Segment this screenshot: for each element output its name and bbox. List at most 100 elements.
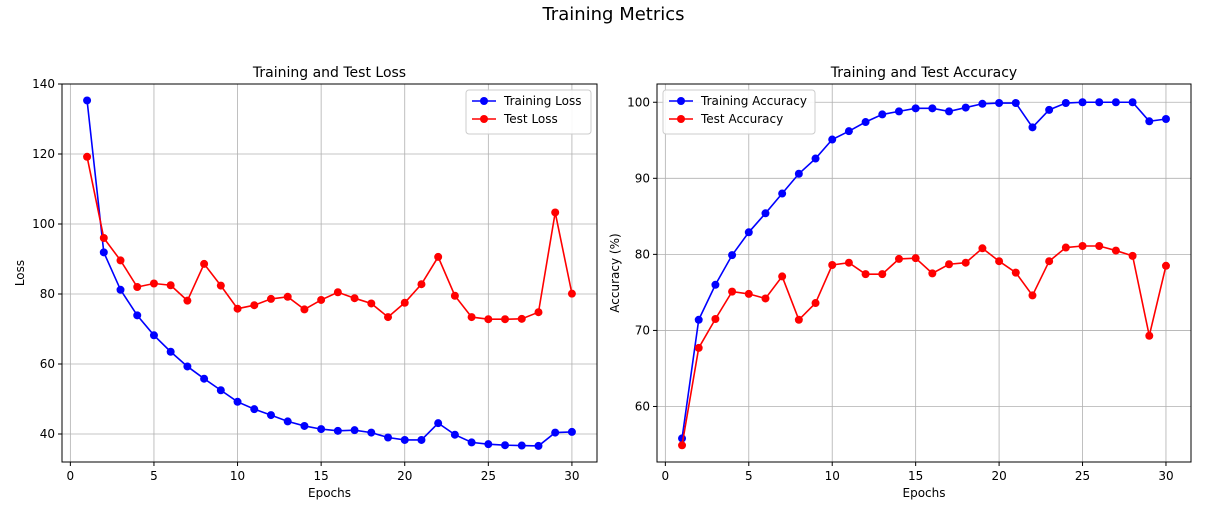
data-point (183, 362, 192, 371)
x-tick-label: 20 (397, 469, 412, 483)
plot-frame (656, 83, 1192, 463)
data-point (1028, 291, 1037, 300)
data-point (744, 228, 753, 237)
data-point (567, 289, 576, 298)
legend-marker (480, 115, 488, 123)
y-tick-label: 60 (635, 399, 650, 413)
data-point (978, 99, 987, 108)
data-point (467, 313, 476, 322)
data-point (961, 258, 970, 267)
x-axis-label: Epochs (308, 486, 351, 500)
figure-title: Training Metrics (542, 4, 685, 25)
data-point (811, 154, 820, 163)
data-point (250, 405, 259, 414)
data-point (1111, 246, 1120, 255)
data-point (978, 244, 987, 253)
data-point (761, 294, 770, 303)
series-line (681, 101, 1167, 439)
data-point (350, 426, 359, 435)
data-point (534, 441, 543, 450)
data-point (266, 294, 275, 303)
data-point (828, 135, 837, 144)
series-training (678, 98, 1170, 443)
data-point (534, 308, 543, 317)
data-point (83, 152, 92, 161)
data-point (1161, 114, 1170, 123)
data-point (434, 419, 443, 428)
y-axis-label: Accuracy (%) (608, 233, 622, 312)
series-line (86, 100, 572, 447)
x-tick-label: 0 (67, 469, 75, 483)
data-point (450, 430, 459, 439)
data-point (1078, 242, 1087, 250)
data-point (1111, 98, 1120, 107)
data-point (1095, 98, 1104, 107)
data-point (861, 270, 870, 279)
data-point (501, 441, 510, 450)
data-point (434, 252, 443, 261)
y-tick-label: 100 (32, 217, 55, 231)
data-point (266, 411, 275, 420)
legend-label: Training Loss (503, 94, 581, 108)
data-point (501, 315, 510, 324)
data-point (250, 301, 259, 310)
data-point (484, 315, 493, 324)
data-point (1045, 257, 1054, 266)
data-point (116, 285, 125, 294)
data-point (1145, 331, 1154, 340)
data-point (1128, 98, 1137, 107)
data-point (678, 441, 687, 450)
chart-panel-2: 0 5 10 15 20 25 30 60 70 80 90 100 Training and Test… (608, 65, 1192, 500)
x-tick-label: 15 (314, 469, 329, 483)
data-point (200, 374, 209, 383)
data-point (317, 295, 326, 304)
data-point (928, 104, 937, 113)
data-point (367, 299, 376, 308)
series-training (83, 96, 576, 450)
data-point (417, 435, 426, 444)
data-point (1011, 99, 1020, 108)
y-tick-label: 140 (32, 77, 55, 91)
data-point (400, 435, 409, 444)
data-point (744, 289, 753, 298)
x-tick-label: 25 (481, 469, 496, 483)
data-point (778, 189, 787, 198)
data-point (945, 260, 954, 269)
data-point (878, 270, 887, 279)
x-tick-label: 5 (745, 469, 753, 483)
legend: Training Accuracy Test Accuracy (662, 89, 816, 135)
data-point (99, 248, 108, 257)
data-point (333, 288, 342, 297)
data-point (283, 417, 292, 426)
data-point (384, 433, 393, 442)
data-point (1028, 123, 1037, 132)
data-point (300, 305, 309, 314)
data-point (200, 259, 209, 268)
x-tick-label: 10 (230, 469, 245, 483)
data-point (283, 292, 292, 301)
data-point (1011, 268, 1020, 277)
data-point (517, 314, 526, 323)
data-point (367, 428, 376, 437)
data-point (484, 440, 493, 449)
data-point (166, 281, 175, 290)
data-point (894, 107, 903, 116)
data-point (133, 283, 142, 291)
data-point (811, 299, 820, 308)
data-point (945, 107, 954, 116)
data-point (728, 287, 737, 296)
chart-panel-1: 0 5 10 15 20 25 30 40 60 80 100 120 140 Training and … (13, 65, 598, 500)
data-point (1161, 261, 1170, 270)
data-point (911, 104, 920, 113)
legend-box (465, 89, 592, 135)
y-tick-label: 80 (40, 287, 55, 301)
data-point (233, 304, 242, 313)
data-point (861, 118, 870, 127)
plot-frame (61, 83, 598, 463)
data-point (384, 313, 393, 322)
y-tick-label: 100 (627, 95, 650, 109)
data-point (995, 99, 1004, 108)
x-tick-label: 0 (662, 469, 670, 483)
data-point (450, 291, 459, 300)
